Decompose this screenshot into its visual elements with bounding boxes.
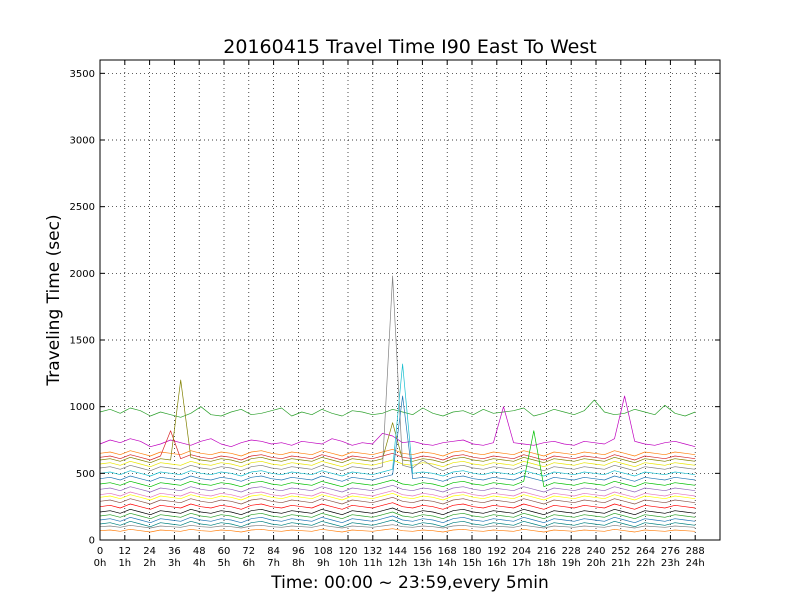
x-tick-sublabel: 5h [218,558,231,569]
x-tick-label: 192 [487,546,506,557]
y-tick-label: 1500 [70,336,95,347]
series-line-14 [99,496,696,505]
series-line-6 [99,459,696,468]
series-line-16 [99,507,696,516]
x-tick-sublabel: 2h [143,558,156,569]
chart-title: 20160415 Travel Time I90 East To West [223,36,596,58]
series-line-7 [99,275,696,472]
series-group [99,275,696,533]
x-tick-label: 288 [686,546,705,557]
series-line-17 [99,511,696,520]
y-tick-label: 2500 [70,202,95,213]
x-tick-sublabel: 23h [661,558,680,569]
x-tick-label: 84 [267,546,280,557]
x-tick-label: 216 [537,546,556,557]
x-tick-sublabel: 16h [487,558,506,569]
x-tick-label: 252 [611,546,630,557]
series-line-2 [99,395,696,448]
x-tick-sublabel: 21h [611,558,630,569]
x-tick-label: 264 [636,546,655,557]
y-tick-label: 0 [89,536,95,547]
series-line-9 [99,395,696,482]
x-tick-label: 156 [413,546,432,557]
x-tick-label: 240 [586,546,605,557]
series-line-3 [99,448,696,457]
x-tick-sublabel: 15h [462,558,481,569]
x-tick-sublabel: 11h [363,558,382,569]
y-tick-label: 1000 [70,402,95,413]
y-axis-label: Traveling Time (sec) [44,214,64,386]
plot-frame [99,59,721,541]
x-axis-label: Time: 00:00 ~ 23:59,every 5min [270,573,548,593]
x-tick-label: 180 [462,546,481,557]
y-tick-label: 500 [76,469,95,480]
x-tick-label: 132 [363,546,382,557]
series-line-11 [99,484,696,493]
plot-area [100,60,720,540]
series-line-20 [99,528,696,533]
x-tick-label: 228 [562,546,581,557]
series-line-12 [99,490,696,498]
series-line-21 [99,524,696,529]
x-tick-sublabel: 17h [512,558,531,569]
series-line-19 [99,519,696,528]
x-tick-sublabel: 0h [94,558,107,569]
series-line-1 [99,399,696,418]
x-tick-label: 12 [118,546,131,557]
x-tick-label: 168 [438,546,457,557]
series-line-5 [99,379,696,464]
x-tick-label: 144 [388,546,407,557]
y-tick-label: 3000 [70,136,95,147]
x-tick-sublabel: 7h [267,558,280,569]
x-tick-sublabel: 3h [168,558,181,569]
y-tick-label: 2000 [70,269,95,280]
x-tick-label: 72 [242,546,255,557]
x-tick-label: 48 [193,546,206,557]
series-line-15 [99,502,696,510]
x-tick-label: 108 [314,546,333,557]
series-line-4 [99,430,696,461]
x-tick-label: 24 [143,546,156,557]
x-tick-sublabel: 19h [562,558,581,569]
series-line-18 [99,515,696,524]
x-tick-sublabel: 12h [388,558,407,569]
x-tick-sublabel: 13h [413,558,432,569]
x-tick-label: 120 [338,546,357,557]
y-tick-label: 3500 [70,69,95,80]
x-tick-sublabel: 6h [242,558,255,569]
x-tick-label: 204 [512,546,531,557]
series-line-10 [99,430,696,488]
x-tick-sublabel: 4h [193,558,206,569]
x-tick-sublabel: 14h [438,558,457,569]
x-tick-sublabel: 10h [338,558,357,569]
x-tick-label: 36 [168,546,181,557]
x-tick-sublabel: 24h [686,558,705,569]
y-axis: 0 500 1000 1500 2000 2500 3000 3500 [70,69,720,547]
series-line-13 [99,492,696,501]
series-line-8 [99,363,696,477]
x-tick-sublabel: 8h [292,558,305,569]
x-tick-label: 0 [97,546,103,557]
x-tick-label: 96 [292,546,305,557]
x-tick-sublabel: 18h [537,558,556,569]
x-tick-label: 276 [661,546,680,557]
x-tick-sublabel: 20h [586,558,605,569]
x-tick-sublabel: 9h [317,558,330,569]
x-tick-label: 60 [218,546,231,557]
x-tick-sublabel: 22h [636,558,655,569]
x-tick-sublabel: 1h [118,558,131,569]
